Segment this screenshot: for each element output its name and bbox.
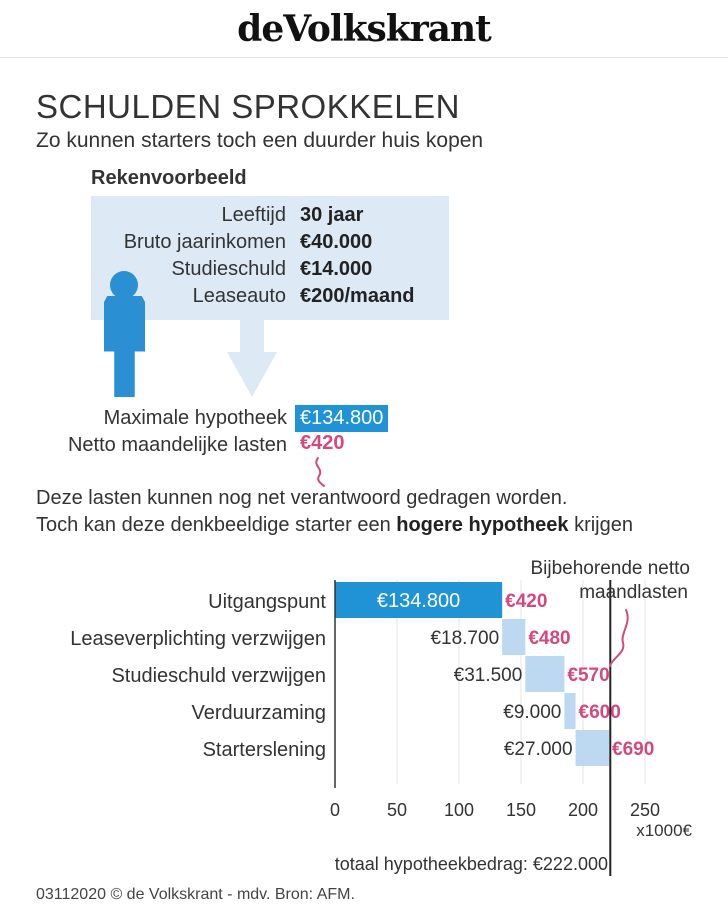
category-label: Verduurzaming	[191, 702, 326, 724]
info-label: Leeftijd	[221, 204, 287, 226]
max-hypotheek-label: Maximale hypotheek	[103, 407, 287, 429]
category-label: Leaseverplichting verzwijgen	[70, 628, 326, 650]
bar-value-label: €31.500	[454, 665, 523, 686]
bar-0	[335, 582, 503, 618]
x-tick-label: 250	[630, 800, 660, 820]
squiggle-connector-icon	[315, 457, 325, 487]
category-label: Studieschuld verzwijgen	[111, 665, 326, 687]
info-row-studieschuld: Studieschuld €14.000	[91, 258, 449, 286]
body-line-2-start: Toch kan deze denkbeeldige starter een	[36, 514, 397, 536]
info-label: Leaseauto	[192, 285, 286, 307]
rekenvoorbeeld-title: Rekenvoorbeeld	[91, 167, 247, 189]
rekenvoorbeeld-box	[91, 196, 449, 320]
monthly-cost-label: €600	[579, 702, 621, 723]
x-tick-label: 0	[330, 800, 340, 820]
body-line-2-emphasis: hogere hypotheek	[396, 514, 569, 536]
monthly-cost-label: €420	[505, 591, 547, 612]
bar-value-label: €18.700	[430, 628, 499, 649]
annotation-line-2: maandlasten	[579, 582, 688, 603]
monthly-cost-label: €690	[612, 739, 654, 760]
body-line-1: Deze lasten kunnen nog net verantwoord g…	[36, 487, 568, 509]
info-value: €40.000	[300, 231, 373, 253]
bar-value-label: €27.000	[504, 739, 573, 760]
page-subtitle: Zo kunnen starters toch een duurder huis…	[36, 129, 484, 152]
annotation-line-1: Bijbehorende netto	[530, 558, 690, 579]
x-tick-label: 50	[387, 800, 407, 820]
x-axis-unit-label: x1000€	[636, 821, 692, 840]
max-hypotheek-value: €134.800	[295, 405, 389, 432]
page-title: SCHULDEN SPROKKELEN	[36, 88, 460, 125]
volkskrant-logo[interactable]: deVolkskrant	[237, 8, 492, 50]
bar-2	[525, 656, 565, 692]
category-label: Uitgangspunt	[208, 591, 326, 613]
netto-lasten-label: Netto maandelijke lasten	[67, 434, 287, 456]
bar-4	[575, 730, 610, 766]
bar-value-label: €9.000	[503, 702, 561, 723]
person-icon	[104, 296, 145, 397]
x-tick-label: 150	[506, 800, 536, 820]
info-label: Bruto jaarinkomen	[123, 231, 286, 253]
monthly-cost-label: €480	[528, 628, 570, 649]
bar-3	[564, 693, 576, 729]
info-value: €200/maand	[300, 285, 415, 307]
down-arrow-icon	[240, 320, 264, 354]
x-tick-label: 100	[444, 800, 474, 820]
footer-credit: 03112020 © de Volkskrant - mdv. Bron: AF…	[36, 886, 355, 903]
max-hypotheek-row: Maximale hypotheek	[0, 405, 728, 433]
category-label: Starterslening	[203, 739, 326, 761]
waterfall-chart: €134.800 €420 Uitgangspunt €18.700 €480 Lease…	[70, 558, 693, 876]
annotation-connector	[609, 609, 629, 667]
monthly-cost-label: €570	[567, 665, 609, 686]
info-row-leaseauto: Leaseauto €200/maand	[91, 285, 449, 313]
info-value: €14.000	[300, 258, 373, 280]
bar-value-label: €134.800	[377, 590, 460, 612]
masthead: deVolkskrant	[0, 0, 728, 58]
down-arrow-head-icon	[227, 352, 277, 397]
info-value: 30 jaar	[300, 204, 364, 226]
netto-lasten-row: Netto maandelijke lasten	[0, 432, 728, 460]
body-line-2: Toch kan deze denkbeeldige starter een h…	[36, 514, 633, 537]
info-label: Studieschuld	[171, 258, 286, 280]
bar-1	[502, 619, 526, 655]
netto-lasten-value: €420	[300, 432, 345, 454]
x-tick-label: 200	[568, 800, 598, 820]
total-label: totaal hypotheekbedrag: €222.000	[335, 854, 608, 874]
info-row-inkomen: Bruto jaarinkomen €40.000	[91, 231, 449, 259]
person-icon-head	[110, 271, 138, 299]
body-line-2-end: krijgen	[568, 514, 633, 536]
info-row-leeftijd: Leeftijd 30 jaar	[91, 204, 449, 232]
